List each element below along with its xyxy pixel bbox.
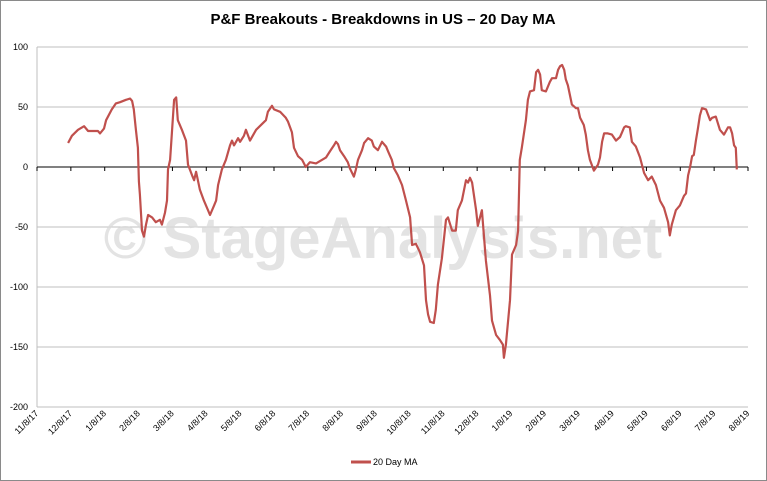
x-tick-label: 7/8/19	[693, 408, 718, 433]
x-tick-label: 11/8/18	[419, 408, 447, 436]
y-tick-label: -150	[10, 342, 28, 352]
x-tick-label: 10/8/18	[385, 408, 413, 436]
x-tick-label: 5/8/18	[219, 408, 244, 433]
x-tick-label: 6/8/18	[253, 408, 278, 433]
x-tick-label: 4/8/19	[591, 408, 616, 433]
x-tick-label: 2/8/18	[117, 408, 142, 433]
x-tick-label: 8/8/19	[727, 408, 752, 433]
y-tick-label: -50	[15, 222, 28, 232]
y-tick-label: -100	[10, 282, 28, 292]
x-tick-label: 8/8/18	[320, 408, 345, 433]
y-tick-label: -200	[10, 402, 28, 412]
gridlines	[36, 46, 748, 408]
x-tick-label: 6/8/19	[659, 408, 684, 433]
y-tick-label: 0	[23, 162, 28, 172]
legend: 20 Day MA	[351, 457, 418, 467]
x-tick-label: 9/8/18	[354, 408, 379, 433]
x-tick-label: 1/8/18	[83, 408, 108, 433]
x-tick-label: 1/8/19	[490, 408, 515, 433]
legend-label: 20 Day MA	[373, 457, 418, 467]
series-line-20-day-ma	[67, 63, 738, 359]
y-tick-label: 50	[18, 102, 28, 112]
x-tick-label: 3/8/18	[151, 408, 176, 433]
x-tick-label: 12/8/18	[452, 408, 480, 436]
watermark: © StageAnalysis.net	[104, 206, 662, 271]
x-tick-label: 12/8/17	[46, 408, 74, 436]
x-tick-label: 4/8/18	[185, 408, 210, 433]
x-tick-label: 7/8/18	[287, 408, 312, 433]
x-tick-label: 11/8/17	[13, 408, 41, 436]
chart-title: P&F Breakouts - Breakdowns in US – 20 Da…	[210, 11, 555, 28]
y-axis-ticks: 100 50 0 -50 -100 -150 -200	[10, 42, 28, 412]
x-tick-label: 3/8/19	[557, 408, 582, 433]
x-tick-label: 2/8/19	[524, 408, 549, 433]
x-tick-label: 5/8/19	[625, 408, 650, 433]
y-tick-label: 100	[13, 42, 28, 52]
